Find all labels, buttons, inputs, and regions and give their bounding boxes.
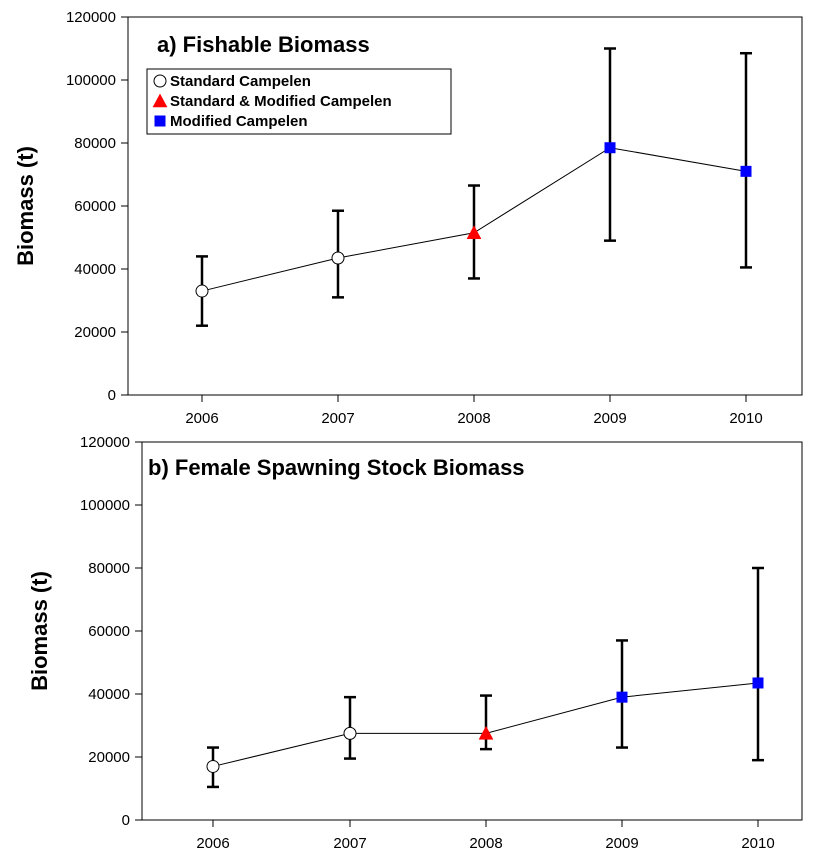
legend-entry: Modified Campelen	[170, 113, 308, 130]
legend: Standard Campelen Standard & Modified Cam…	[146, 68, 452, 135]
x-tick-label: 2009	[593, 410, 626, 427]
legend-marker	[152, 93, 168, 108]
data-point	[604, 142, 616, 154]
data-point	[466, 225, 482, 240]
data-point	[206, 759, 220, 773]
y-tick-label: 20000	[74, 324, 116, 341]
legend-entry: Standard & Modified Campelen	[170, 93, 392, 110]
data-point	[478, 725, 494, 740]
data-point	[616, 691, 628, 703]
y-tick-label: 80000	[88, 560, 130, 577]
y-axis-title: Biomass (t)	[13, 146, 38, 266]
panel-title: b) Female Spawning Stock Biomass	[148, 455, 525, 480]
data-point	[331, 251, 345, 265]
y-tick-label: 100000	[66, 72, 116, 89]
y-tick-label: 100000	[80, 497, 130, 514]
y-tick-label: 120000	[80, 434, 130, 451]
x-tick-label: 2010	[729, 410, 762, 427]
y-tick-label: 0	[108, 387, 116, 404]
y-tick-label: 0	[122, 812, 130, 829]
y-tick-label: 120000	[66, 9, 116, 26]
x-tick-label: 2007	[333, 835, 366, 852]
legend-box	[146, 68, 452, 135]
y-tick-label: 60000	[74, 198, 116, 215]
y-tick-label: 60000	[88, 623, 130, 640]
plot-frame	[141, 441, 803, 821]
legend-entry: Standard Campelen	[170, 73, 311, 90]
data-point	[740, 165, 752, 177]
chart-panel-b: 0 20000 40000 60000 80000 100000 120000 2006 200…	[27, 434, 803, 852]
x-tick-label: 2008	[469, 835, 502, 852]
panel-title: a) Fishable Biomass	[157, 32, 370, 57]
x-tick-label: 2007	[321, 410, 354, 427]
y-tick-label: 20000	[88, 749, 130, 766]
y-tick-label: 40000	[74, 261, 116, 278]
y-tick-label: 40000	[88, 686, 130, 703]
legend-marker	[154, 115, 166, 127]
y-tick-label: 80000	[74, 135, 116, 152]
x-tick-label: 2006	[185, 410, 218, 427]
x-tick-label: 2008	[457, 410, 490, 427]
y-axis-title: Biomass (t)	[27, 571, 52, 691]
data-point	[752, 677, 764, 689]
chart-panel-a: 0 20000 40000 60000 80000 100000 120000 2006 200…	[13, 9, 803, 427]
x-tick-label: 2010	[741, 835, 774, 852]
x-tick-label: 2006	[196, 835, 229, 852]
data-point	[343, 726, 357, 740]
legend-marker	[153, 74, 167, 88]
data-point	[195, 284, 209, 298]
x-tick-label: 2009	[605, 835, 638, 852]
